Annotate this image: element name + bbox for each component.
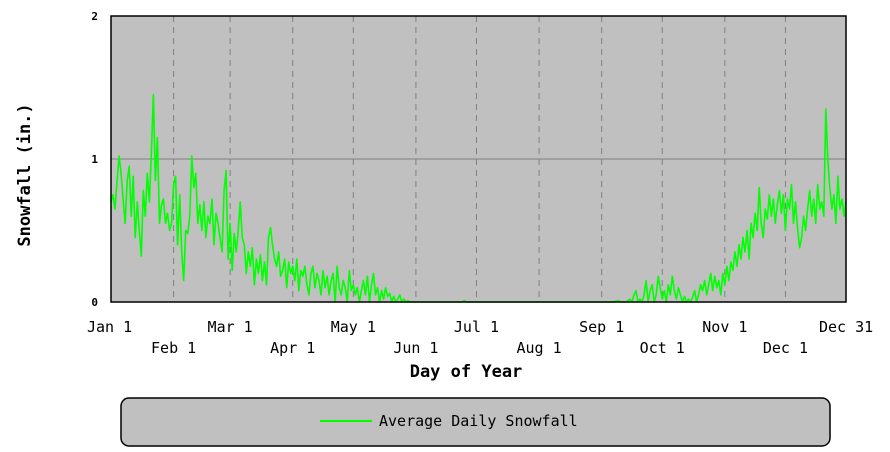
grid-lines <box>111 16 846 302</box>
plot-border <box>110 15 847 303</box>
x-tick-label: May 1 <box>331 318 376 336</box>
y-tick-labels: 0 1 2 <box>91 10 98 309</box>
x-tick-label: Feb 1 <box>151 339 196 357</box>
x-tick-label: Aug 1 <box>516 339 561 357</box>
series-layer <box>110 93 847 303</box>
y-tick-label: 0 <box>91 296 98 309</box>
x-tick-label: Mar 1 <box>208 318 253 336</box>
x-tick-label: Nov 1 <box>702 318 747 336</box>
legend-box <box>120 397 831 447</box>
y-axis-title: Snowfall (in.) <box>15 103 35 246</box>
x-tick-label: Apr 1 <box>270 339 315 357</box>
x-axis-title: Day of Year <box>410 362 523 382</box>
legend: Average Daily Snowfall <box>120 397 831 447</box>
x-tick-label: Jun 1 <box>393 339 438 357</box>
x-tick-label: Sep 1 <box>579 318 624 336</box>
x-tick-label: Jan 1 <box>87 318 132 336</box>
x-tick-label: Dec 31 <box>819 318 873 336</box>
x-tick-labels: Jan 1 Feb 1 Mar 1 Apr 1 May 1 Jun 1 Jul 1 Aug 1… <box>87 318 873 357</box>
x-tick-label: Dec 1 <box>763 339 808 357</box>
y-tick-label: 1 <box>91 153 98 166</box>
legend-label: Average Daily Snowfall <box>379 412 578 430</box>
x-tick-label: Jul 1 <box>454 318 499 336</box>
y-tick-label: 2 <box>91 10 98 23</box>
x-tick-label: Oct 1 <box>640 339 685 357</box>
series-line-0 <box>110 93 847 303</box>
